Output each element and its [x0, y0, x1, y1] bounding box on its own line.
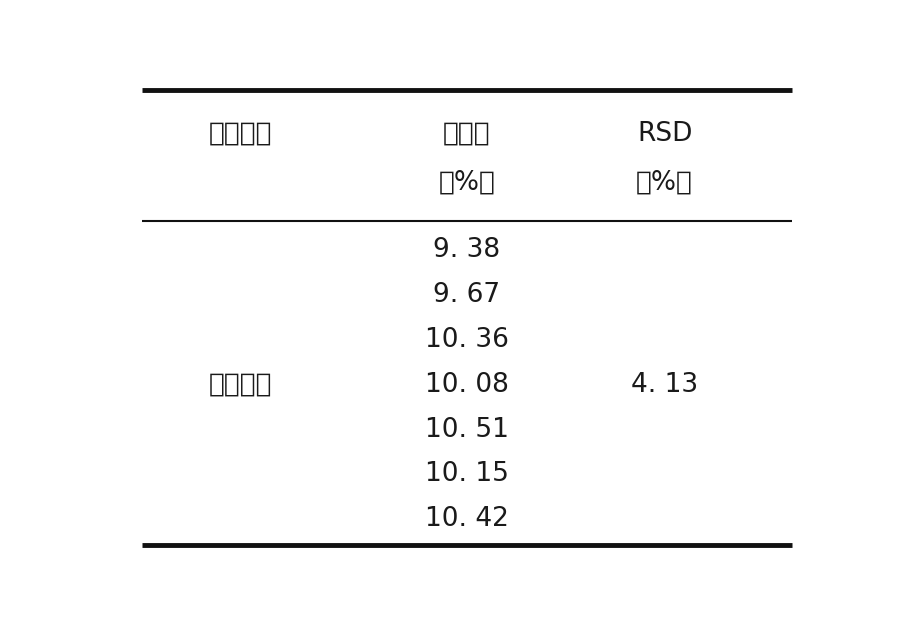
Text: 三相样品: 三相样品 [210, 372, 272, 397]
Text: 10. 15: 10. 15 [425, 462, 509, 487]
Text: 4. 13: 4. 13 [631, 372, 698, 397]
Text: （%）: （%） [438, 170, 496, 196]
Text: 10. 42: 10. 42 [425, 506, 509, 532]
Text: 样品名称: 样品名称 [210, 121, 272, 147]
Text: 10. 36: 10. 36 [425, 327, 509, 353]
Text: 9. 38: 9. 38 [434, 237, 500, 263]
Text: （%）: （%） [636, 170, 693, 196]
Text: RSD: RSD [637, 121, 692, 147]
Text: 9. 67: 9. 67 [434, 282, 500, 308]
Text: 10. 08: 10. 08 [425, 372, 509, 397]
Text: 10. 51: 10. 51 [425, 417, 509, 442]
Text: 测定値: 测定値 [443, 121, 491, 147]
